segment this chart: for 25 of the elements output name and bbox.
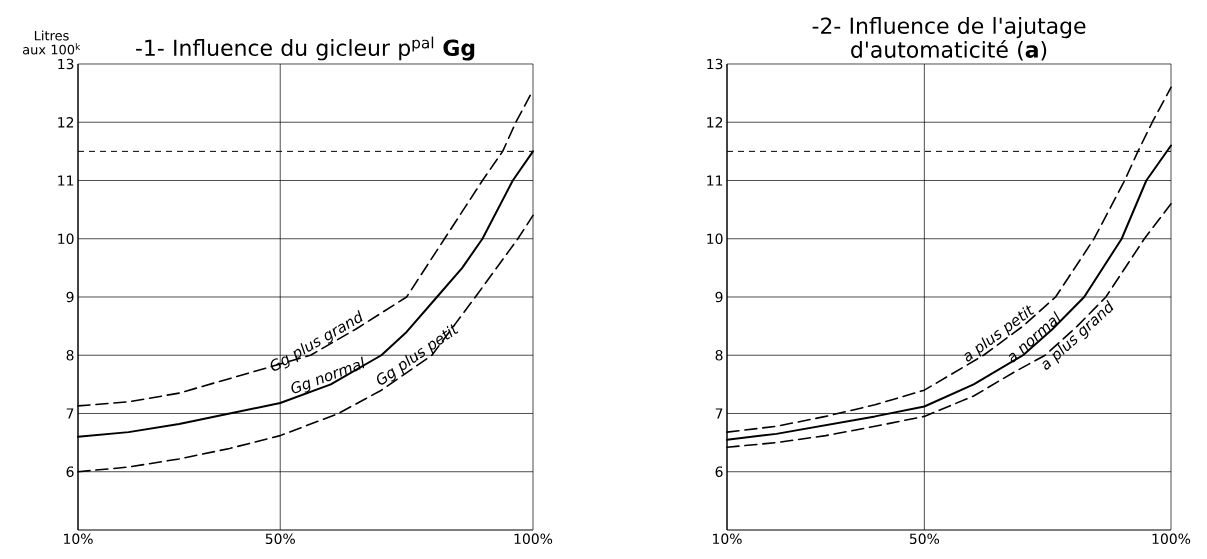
y-tick-label: 6 [66, 466, 74, 478]
y-tick-label: 9 [66, 291, 74, 303]
y-tick-label: 7 [715, 408, 723, 419]
y-tick-label: 13 [58, 58, 74, 70]
y-tick-label: 10 [707, 233, 723, 245]
y-tick-label: 11 [707, 175, 723, 186]
x-tick-label: 10% [64, 533, 93, 545]
x-tick-label: 10% [713, 533, 742, 545]
y-tick-label: 12 [58, 117, 74, 128]
y-tick-label: 13 [707, 58, 723, 70]
y-axis-title: Litres aux 100$^{k}$ [22, 30, 81, 55]
x-tick-label: 50% [265, 533, 295, 545]
chart-title: -1- Influence du gicleur p$^{pal}$ Gg [136, 36, 475, 61]
y-tick-label: 7 [66, 408, 74, 419]
y-tick-label: 11 [58, 175, 74, 186]
chart-title: -2- Influence de l'ajutage d'automaticité (a) [812, 17, 1086, 61]
y-tick-label: 8 [66, 349, 74, 361]
x-tick-label: 100% [1152, 533, 1191, 545]
x-tick-label: 100% [514, 533, 553, 545]
y-tick-label: 12 [707, 117, 723, 128]
y-tick-label: 8 [715, 349, 723, 361]
y-tick-label: 10 [58, 233, 74, 245]
y-tick-label: 6 [715, 466, 723, 478]
x-tick-label: 50% [909, 533, 940, 545]
y-tick-label: 9 [715, 291, 723, 303]
